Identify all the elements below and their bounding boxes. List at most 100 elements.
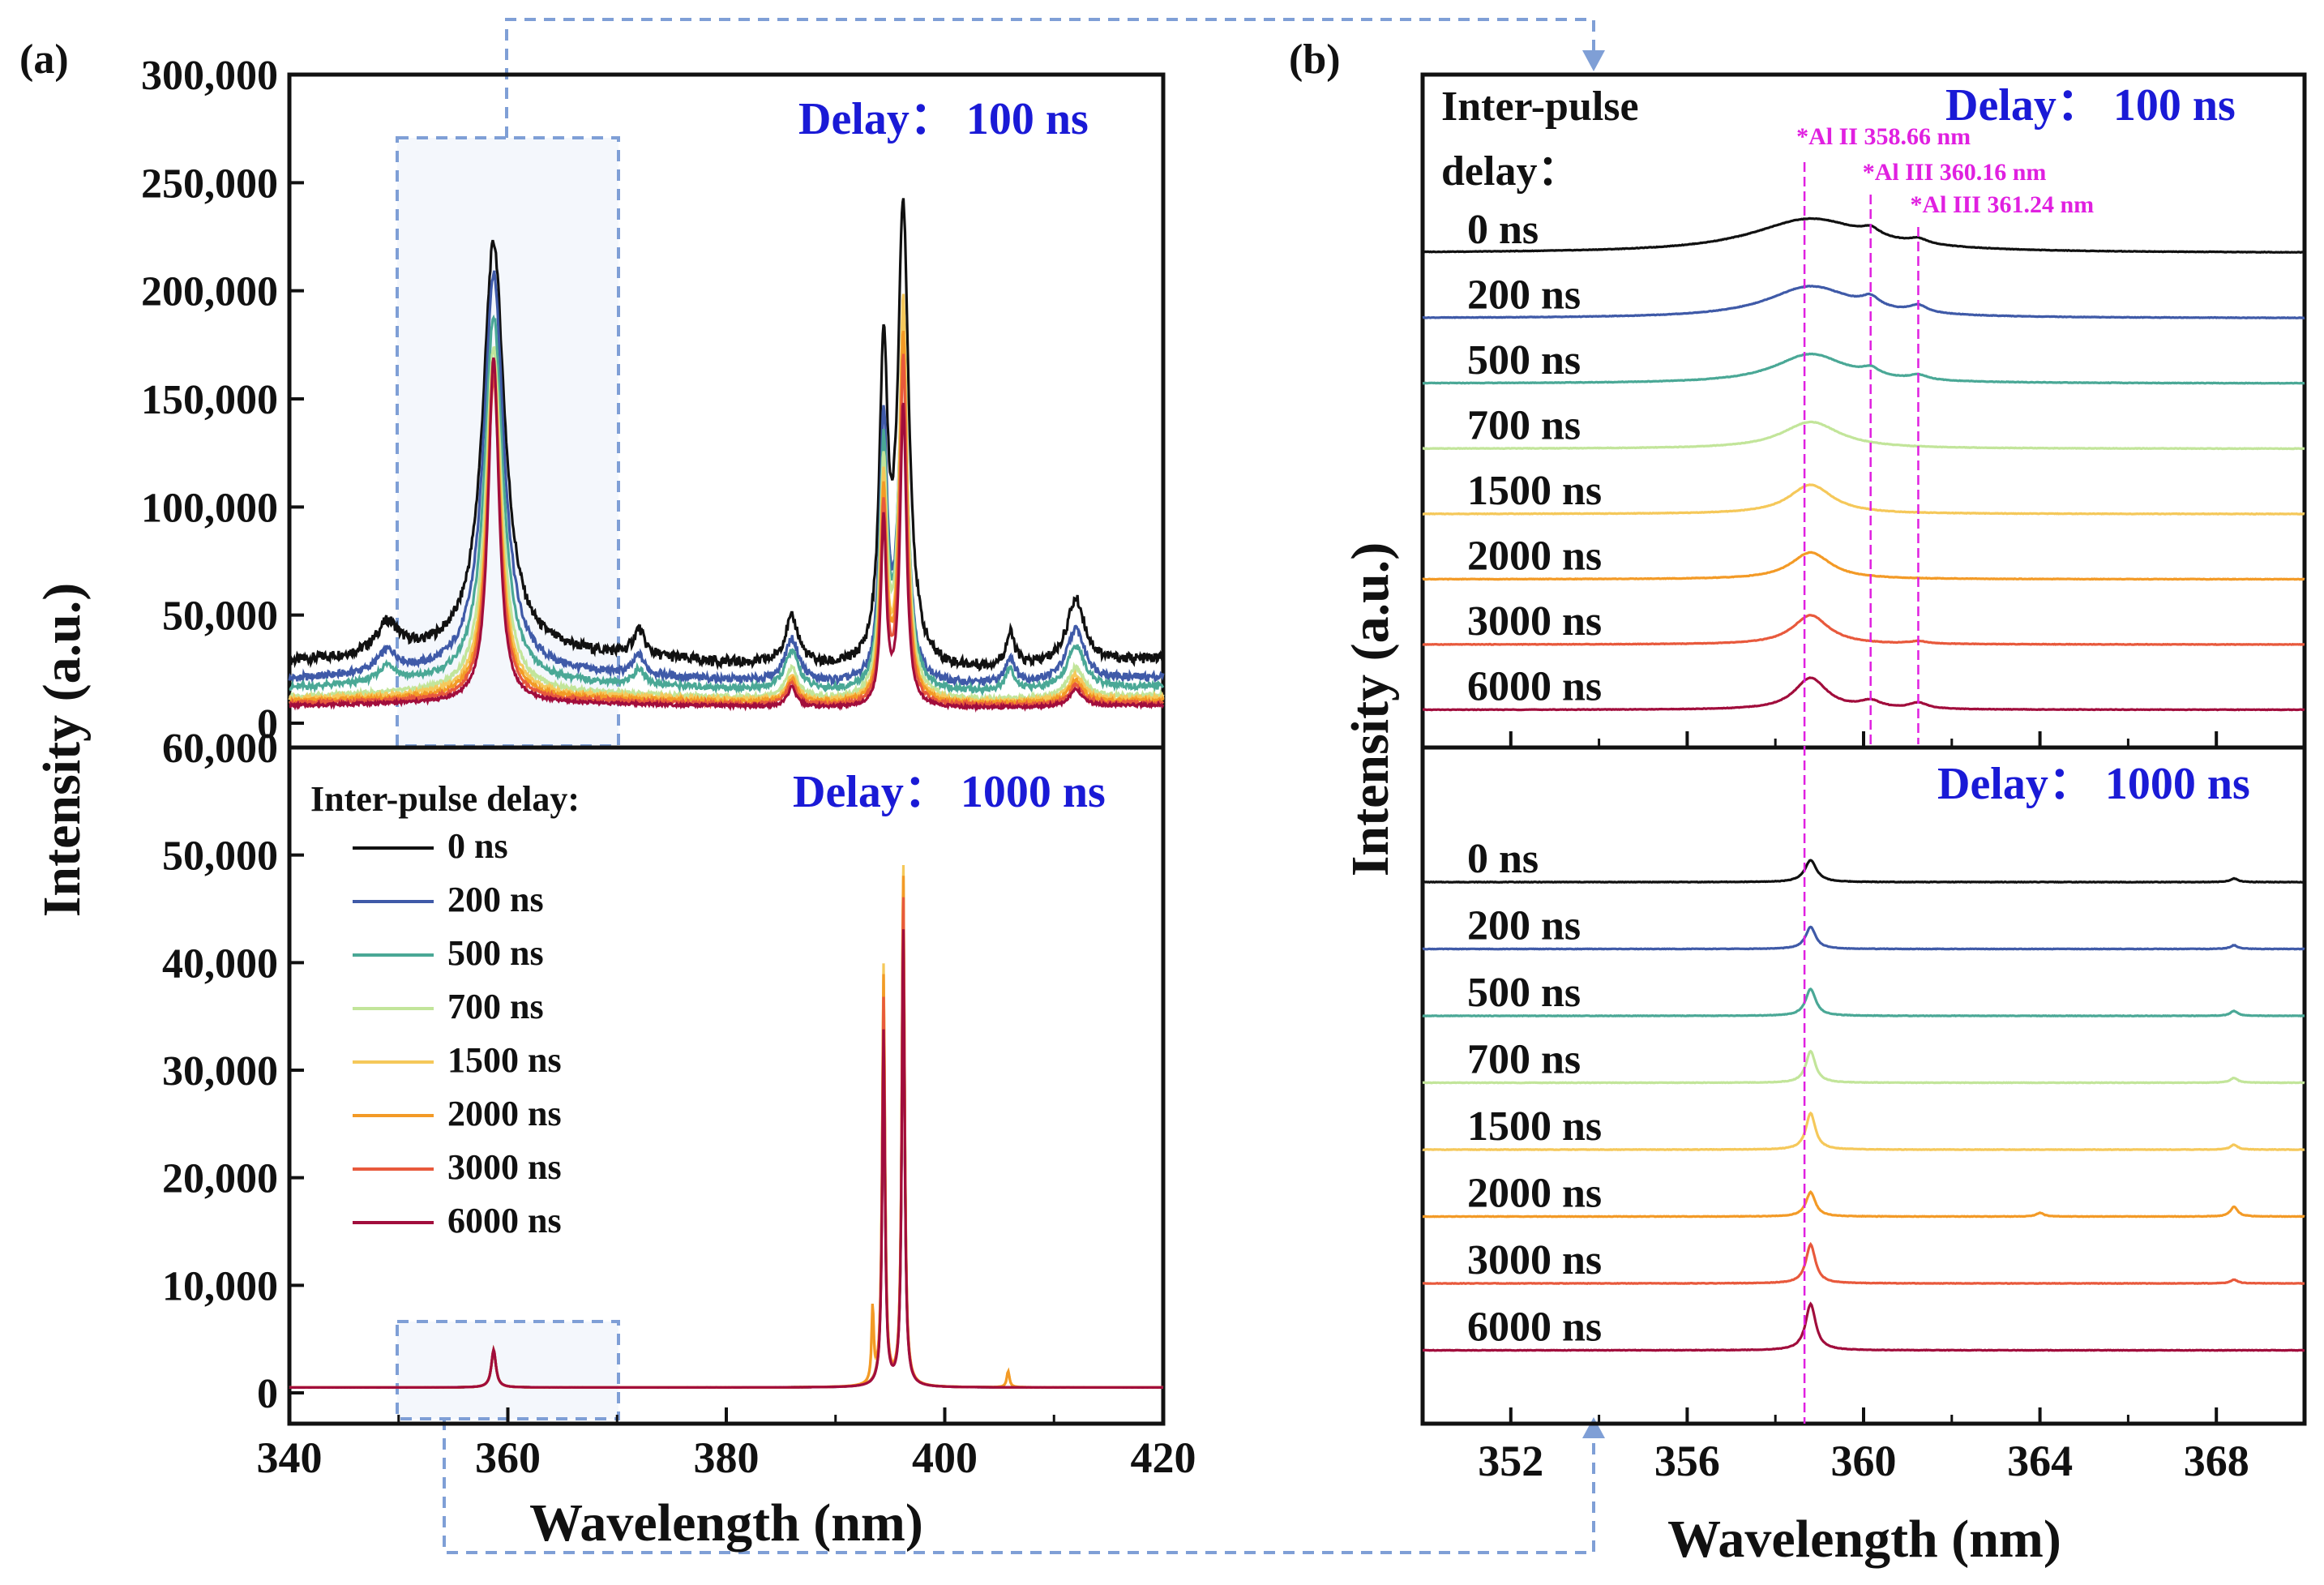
series-line-b-0-ns xyxy=(1423,859,2305,885)
xtick-label-a: 340 xyxy=(257,1433,323,1482)
legend-label-200-ns: 200 ns xyxy=(447,880,544,919)
series-label-b-6000-ns: 6000 ns xyxy=(1467,1304,1602,1351)
series-line-b-2000-ns xyxy=(1422,1189,2305,1219)
series-line-b-2000-ns xyxy=(1422,550,2305,581)
series-line-b-6000-ns xyxy=(1423,676,2305,712)
series-label-b-1500-ns: 1500 ns xyxy=(1467,468,1602,514)
xtick-label-a: 380 xyxy=(694,1433,760,1482)
xtick-label-b: 352 xyxy=(1478,1437,1543,1485)
xtick-label-b: 360 xyxy=(1831,1437,1897,1485)
delay-title-b-bottom: Delay： 1000 ns xyxy=(1937,759,2250,809)
zoom-connectors xyxy=(443,18,1595,1554)
series-b-bottom xyxy=(1422,859,2305,1352)
ticks-b: 352 356 360 364 368 xyxy=(1478,731,2249,1485)
series-line-500-ns xyxy=(289,314,1165,697)
series-line-b-200-ns xyxy=(1422,925,2305,951)
series-line-b-3000-ns xyxy=(1422,614,2305,646)
series-label-b-2000-ns: 2000 ns xyxy=(1467,533,1602,580)
ytick-label-a-bottom: 60,000 xyxy=(162,726,278,772)
series-line-200-ns xyxy=(288,270,1165,688)
series-line-200-ns xyxy=(289,897,1164,1390)
xtick-label-b: 364 xyxy=(2007,1437,2073,1485)
legend-label-500-ns: 500 ns xyxy=(447,933,544,973)
series-b-top xyxy=(1422,216,2305,712)
xtick-label-a: 360 xyxy=(475,1433,541,1482)
legend-label-700-ns: 700 ns xyxy=(447,987,544,1026)
series-line-700-ns xyxy=(289,876,1163,1390)
ytick-label-a-top: 50,000 xyxy=(162,593,278,640)
series-label-b-2000-ns: 2000 ns xyxy=(1467,1171,1602,1217)
annotation-label: *Al III 360.16 nm xyxy=(1863,159,2047,186)
ytick-label-a-top: 300,000 xyxy=(141,53,278,99)
series-line-b-700-ns xyxy=(1422,1049,2305,1085)
series-line-1500-ns xyxy=(289,864,1163,1390)
series-line-b-500-ns xyxy=(1422,352,2305,385)
legend-title-b-line1: Inter-pulse xyxy=(1441,84,1639,130)
series-line-b-3000-ns xyxy=(1422,1241,2305,1286)
legend-label-1500-ns: 1500 ns xyxy=(447,1040,562,1080)
ytick-label-a-bottom: 10,000 xyxy=(162,1263,278,1309)
ytick-label-a-bottom: 20,000 xyxy=(162,1156,278,1202)
series-line-b-6000-ns xyxy=(1423,1301,2305,1352)
connector-top xyxy=(505,18,1595,138)
legend-label-6000-ns: 6000 ns xyxy=(447,1201,562,1240)
xtick-label-a: 400 xyxy=(912,1433,978,1482)
series-label-b-200-ns: 200 ns xyxy=(1467,272,1581,319)
panel-label-b: (b) xyxy=(1289,36,1341,83)
ytick-label-a-top: 0 xyxy=(257,701,278,748)
legend-title-a: Inter-pulse delay: xyxy=(310,779,580,819)
series-line-6000-ns xyxy=(289,929,1163,1390)
delay-title-a-bottom: Delay： 1000 ns xyxy=(793,767,1106,817)
series-label-b-0-ns: 0 ns xyxy=(1467,836,1539,882)
ticks-a-top: 0 50,000 100,000 150,000 200,000 250,000 300,0… xyxy=(141,53,304,748)
ytick-label-a-bottom: 30,000 xyxy=(162,1048,278,1095)
delay-title-b-top: Delay： 100 ns xyxy=(1945,80,2236,131)
panel-label-a: (a) xyxy=(19,36,69,83)
xtick-label-b: 356 xyxy=(1654,1437,1720,1485)
ticks-a-bottom: 0 10,000 20,000 30,000 40,000 50,000 60,000 340… xyxy=(162,726,1196,1482)
ytick-label-a-bottom: 0 xyxy=(257,1371,278,1417)
ytick-label-a-top: 150,000 xyxy=(141,377,278,423)
series-label-b-500-ns: 500 ns xyxy=(1467,970,1581,1016)
annotations-b: *Al II 358.66 nm *Al III 360.16 nm *Al III… xyxy=(1796,123,2094,1424)
ylabel-b: Intensity (a.u.) xyxy=(1341,542,1400,877)
series-line-0-ns xyxy=(289,907,1163,1390)
legend-label-2000-ns: 2000 ns xyxy=(447,1094,562,1133)
series-line-b-200-ns xyxy=(1422,285,2305,319)
arrow-head-bottom-icon xyxy=(1582,1417,1605,1438)
series-label-b-700-ns: 700 ns xyxy=(1467,403,1581,449)
delay-title-a-top: Delay： 100 ns xyxy=(798,94,1089,144)
series-label-b-0-ns: 0 ns xyxy=(1467,207,1539,253)
series-line-b-700-ns xyxy=(1422,420,2305,451)
series-line-0-ns xyxy=(288,198,1165,672)
series-line-2000-ns xyxy=(289,876,1163,1390)
series-label-b-1500-ns: 1500 ns xyxy=(1467,1103,1602,1150)
legend-label-3000-ns: 3000 ns xyxy=(447,1147,562,1187)
series-labels-b: 0 ns 200 ns 500 ns 700 ns 1500 ns 2000 ns 3000… xyxy=(1467,207,1602,1351)
xtick-label-b: 368 xyxy=(2184,1437,2249,1485)
ytick-label-a-top: 200,000 xyxy=(141,269,278,315)
connector-bottom xyxy=(443,1419,1595,1554)
series-label-b-200-ns: 200 ns xyxy=(1467,903,1581,949)
xtick-label-a: 420 xyxy=(1131,1433,1196,1482)
series-label-b-700-ns: 700 ns xyxy=(1467,1037,1581,1083)
series-line-b-500-ns xyxy=(1422,987,2305,1018)
series-line-500-ns xyxy=(289,886,1163,1390)
legend-label-0-ns: 0 ns xyxy=(447,826,508,866)
zoom-box-bottom xyxy=(396,1320,620,1420)
series-label-b-500-ns: 500 ns xyxy=(1467,337,1581,383)
arrow-head-top-icon xyxy=(1582,50,1605,71)
ylabel-a: Intensity (a.u.) xyxy=(32,583,92,918)
xlabel-b: Wavelength (nm) xyxy=(1667,1510,2061,1569)
series-line-b-1500-ns xyxy=(1423,483,2305,516)
legend-a: Inter-pulse delay: 0 ns 200 ns 500 ns 700 ns… xyxy=(310,779,580,1240)
series-line-3000-ns xyxy=(289,897,1164,1390)
annotation-label: *Al III 361.24 nm xyxy=(1910,191,2094,218)
ytick-label-a-bottom: 40,000 xyxy=(162,940,278,987)
series-line-b-0-ns xyxy=(1422,216,2305,255)
ytick-label-a-bottom: 50,000 xyxy=(162,833,278,880)
legend-title-b-line2: delay： xyxy=(1441,148,1579,195)
ytick-label-a-top: 250,000 xyxy=(141,161,278,207)
series-a-top xyxy=(288,198,1165,713)
